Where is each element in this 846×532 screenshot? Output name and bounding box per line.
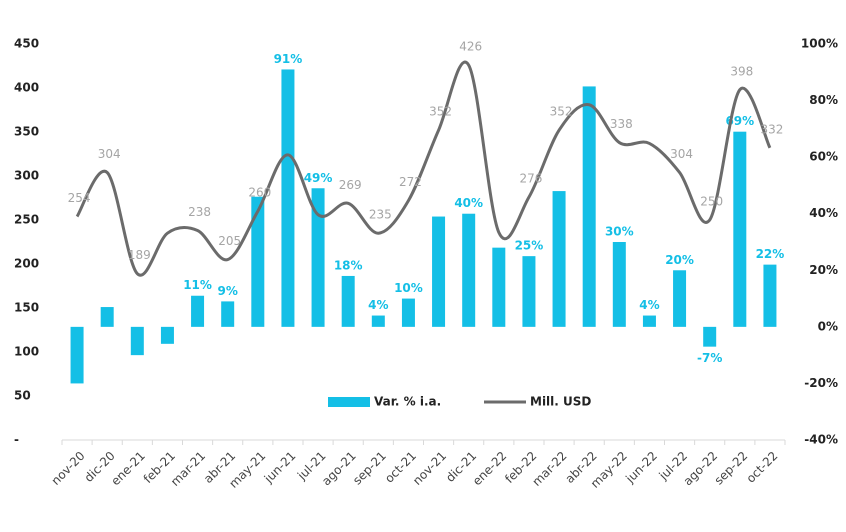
y2-tick-label: 20%: [809, 263, 838, 277]
y2-tick-label: -40%: [804, 433, 838, 447]
line-label: 189: [128, 248, 151, 262]
x-tick-label: ene-22: [470, 449, 510, 489]
line-label: 250: [700, 195, 723, 209]
line-label: 338: [610, 117, 633, 131]
bar-label: 9%: [218, 284, 238, 298]
y-tick-label: -: [14, 433, 19, 447]
bar-label: 91%: [274, 52, 303, 66]
y-tick-label: 450: [14, 37, 39, 51]
x-tick-label: jun-22: [622, 449, 660, 487]
x-tick-label: nov-20: [49, 449, 88, 488]
line-label: 238: [188, 205, 211, 219]
y-tick-label: 100: [14, 345, 39, 359]
line-label: 304: [670, 147, 693, 161]
line-label: 272: [399, 175, 422, 189]
line-label: 254: [68, 191, 91, 205]
bar-label: 49%: [304, 171, 333, 185]
y2-tick-label: 60%: [809, 150, 838, 164]
bar: [221, 301, 235, 327]
x-tick-label: oct-22: [744, 449, 781, 486]
line-label: 276: [519, 172, 542, 186]
x-tick-label: sep-21: [350, 449, 389, 488]
x-tick-label: jun-21: [261, 449, 299, 487]
bar: [401, 298, 415, 327]
line: [75, 60, 772, 277]
x-tick-label: nov-21: [410, 449, 449, 488]
bar: [281, 69, 295, 327]
bar-label: 40%: [454, 196, 483, 210]
bar-label: -7%: [697, 351, 722, 365]
line-label: 352: [429, 105, 452, 119]
y2-tick-label: 0%: [818, 319, 838, 333]
y-tick-label: 200: [14, 257, 39, 271]
bar: [612, 242, 626, 327]
legend-label: Mill. USD: [530, 395, 591, 409]
x-tick-label: ago-21: [319, 449, 359, 489]
y2-tick-label: 80%: [809, 93, 838, 107]
line-label: 332: [760, 122, 783, 136]
bar-label: 20%: [665, 253, 694, 267]
y-tick-label: 250: [14, 213, 39, 227]
bar: [492, 247, 506, 327]
y2-tick-label: 40%: [809, 206, 838, 220]
y-tick-label: 400: [14, 81, 39, 95]
x-tick-label: ago-22: [681, 449, 721, 489]
line-label: 352: [550, 105, 573, 119]
bar: [703, 326, 717, 347]
bar: [100, 307, 114, 327]
legend-swatch: [328, 397, 370, 407]
bar: [130, 326, 144, 356]
line-label: 205: [218, 234, 241, 248]
bar: [341, 275, 355, 327]
bar: [462, 213, 476, 327]
bar-label: 25%: [515, 239, 544, 253]
line-label: 426: [459, 40, 482, 54]
bar: [160, 326, 174, 344]
bar: [552, 191, 566, 327]
bar: [70, 326, 84, 384]
bar: [642, 315, 656, 327]
y2-tick-label: 100%: [801, 37, 838, 51]
line-label: 304: [98, 147, 121, 161]
y2-tick-label: -20%: [804, 376, 838, 390]
bar: [673, 270, 687, 327]
bar-label: 18%: [334, 258, 363, 272]
bar-label: 10%: [394, 281, 423, 295]
bar: [733, 131, 747, 327]
bar: [432, 216, 446, 327]
bar-label: 30%: [605, 225, 634, 239]
x-tick-label: ene-21: [108, 449, 148, 489]
bar-label: 4%: [639, 298, 659, 312]
bar-label: 11%: [183, 278, 212, 292]
line-label: 235: [369, 208, 392, 222]
bar: [251, 196, 265, 327]
y-tick-label: 300: [14, 169, 39, 183]
line-label: 269: [339, 178, 362, 192]
bar: [311, 188, 325, 327]
bar: [191, 295, 205, 327]
bar: [522, 256, 536, 327]
y-tick-label: 350: [14, 125, 39, 139]
bar: [763, 264, 777, 327]
bar-label: 4%: [368, 298, 388, 312]
y-tick-label: 150: [14, 301, 39, 315]
line-label: 398: [730, 64, 753, 78]
y-tick-label: 50: [14, 389, 31, 403]
x-tick-label: sep-22: [712, 449, 751, 488]
line-label: 260: [248, 186, 271, 200]
bar: [371, 315, 385, 327]
bar: [582, 86, 596, 327]
bar-label: 22%: [756, 247, 785, 261]
legend-label: Var. % i.a.: [374, 395, 441, 409]
